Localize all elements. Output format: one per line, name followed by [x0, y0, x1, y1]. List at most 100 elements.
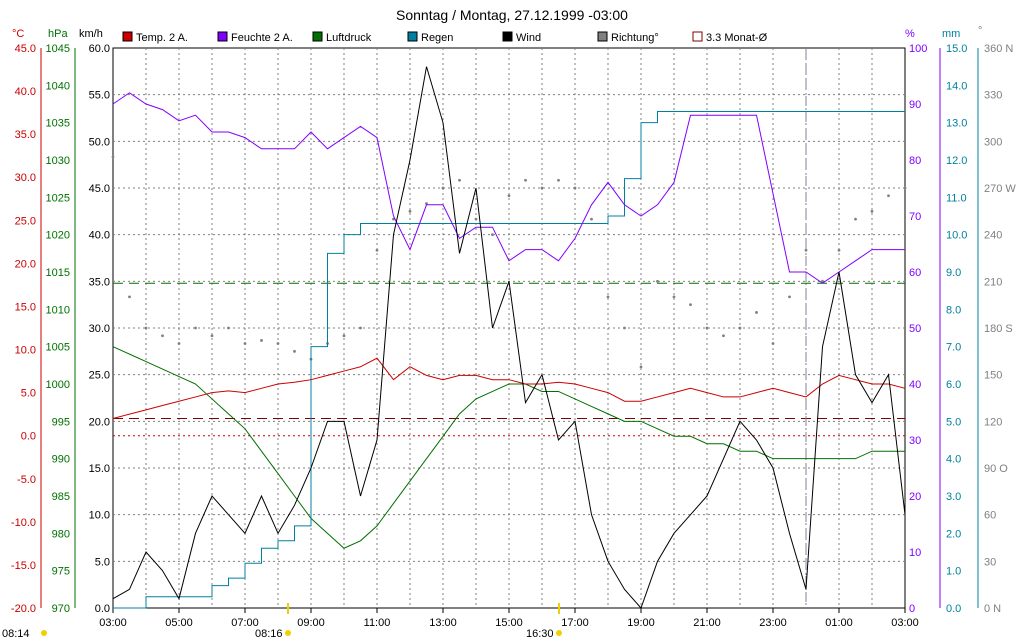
rain-tick-label: 14.0 — [946, 80, 967, 92]
legend-label: Luftdruck — [326, 32, 372, 44]
direction-tick-label: 90 O — [984, 463, 1008, 475]
x-tick-label: 03:00 — [99, 617, 127, 629]
x-tick-label: 13:00 — [429, 617, 457, 629]
direction-point — [276, 342, 280, 345]
rain-tick-label: 8.0 — [946, 304, 961, 316]
direction-point — [870, 209, 874, 213]
legend-label: Richtung° — [611, 32, 659, 44]
rain-tick-label: 10.0 — [946, 230, 967, 242]
rain-tick-label: 4.0 — [946, 454, 961, 466]
pressure-tick-label: 1020 — [46, 230, 70, 242]
direction-point — [705, 326, 709, 330]
legend-swatch — [597, 31, 608, 42]
pressure-tick-label: 1005 — [46, 342, 70, 354]
direction-point — [194, 326, 197, 330]
series-line-wind — [112, 66, 906, 609]
direction-tick-label: 270 W — [984, 183, 1016, 195]
temp-unit-label: °C — [12, 28, 24, 40]
direction-point — [227, 326, 230, 330]
wind-tick-label: 35.0 — [89, 276, 110, 288]
direction-point — [144, 326, 148, 330]
direction-tick-label: 330 — [984, 90, 1002, 102]
pressure-tick-label: 1040 — [46, 80, 70, 92]
direction-unit-label: ° — [978, 25, 982, 37]
direction-point — [623, 326, 626, 330]
direction-point — [689, 303, 692, 307]
direction-point — [557, 178, 560, 182]
direction-point — [425, 202, 428, 205]
pressure-tick-label: 1045 — [46, 43, 70, 55]
x-tick-label: 23:00 — [759, 617, 787, 629]
pressure-tick-label: 980 — [52, 528, 70, 540]
temp-tick-label: -10.0 — [11, 517, 36, 529]
x-axis: 03:00 05:00 07:00 09:00 11:00 13:00 15:00 17:00… — [99, 608, 919, 629]
legend-label: Wind — [516, 32, 541, 44]
direction-point — [441, 186, 445, 190]
direction-point — [656, 279, 659, 283]
legend-swatch — [122, 31, 133, 42]
direction-point — [375, 248, 379, 252]
pressure-tick-label: 995 — [52, 416, 70, 428]
humidity-tick-label: 100 — [909, 43, 927, 55]
bottom-time-label: 08:16 — [255, 628, 283, 640]
left-axes: 45.0 40.0 35.0 30.0 25.0 20.0 15.0 10.0 5.0 0.0 -5… — [11, 43, 110, 615]
legend-swatch — [407, 31, 418, 42]
direction-point — [788, 295, 791, 299]
x-tick-label: 09:00 — [297, 617, 325, 629]
bottom-markers: 08:14 08:16 16:30 — [2, 603, 562, 640]
humidity-tick-label: 60 — [909, 267, 921, 279]
direction-tick-label: 120 — [984, 416, 1002, 428]
humidity-tick-label: 50 — [909, 323, 921, 335]
x-tick-label: 11:00 — [364, 617, 391, 629]
legend-swatch — [692, 31, 703, 42]
direction-point — [672, 295, 676, 299]
wind-tick-label: 50.0 — [89, 136, 110, 148]
x-tick-label: 15:00 — [495, 617, 523, 629]
humidity-tick-label: 70 — [909, 211, 921, 223]
wind-tick-label: 10.0 — [89, 510, 110, 522]
wind-tick-label: 15.0 — [89, 463, 110, 475]
series-lines — [111, 66, 907, 609]
rain-tick-label: 6.0 — [946, 379, 961, 391]
temp-tick-label: 40.0 — [15, 86, 36, 98]
direction-point — [573, 186, 577, 190]
temp-tick-label: 15.0 — [15, 301, 36, 313]
pressure-tick-label: 1010 — [46, 304, 70, 316]
pressure-tick-label: 1015 — [46, 267, 70, 279]
pressure-tick-label: 975 — [52, 566, 70, 578]
humidity-unit-label: % — [905, 28, 915, 40]
humidity-tick-label: 80 — [909, 155, 921, 167]
humidity-tick-label: 30 — [909, 435, 921, 447]
temp-tick-label: 35.0 — [15, 129, 36, 141]
humidity-tick-label: 0 — [909, 603, 915, 615]
pressure-tick-label: 985 — [52, 491, 70, 503]
direction-point — [342, 334, 346, 338]
legend-swatch — [217, 31, 228, 42]
legend-swatch — [502, 31, 513, 42]
pressure-tick-label: 1025 — [46, 192, 70, 204]
wind-tick-label: 20.0 — [89, 416, 110, 428]
humidity-tick-label: 40 — [909, 379, 921, 391]
direction-point — [606, 295, 610, 299]
pressure-tick-label: 1035 — [46, 118, 70, 130]
chart-title: Sonntag / Montag, 27.12.1999 -03:00 — [396, 7, 628, 23]
x-tick-label: 07:00 — [231, 617, 259, 629]
wind-tick-label: 25.0 — [89, 370, 110, 382]
direction-point — [854, 217, 857, 221]
pressure-tick-label: 1000 — [46, 379, 70, 391]
pressure-tick-label: 1030 — [46, 155, 70, 167]
direction-point — [408, 209, 412, 213]
temp-tick-label: -5.0 — [17, 474, 36, 486]
direction-point — [507, 194, 511, 198]
x-tick-label: 21:00 — [693, 617, 721, 629]
right-axes: 100908070605040302010015.014.013.012.011… — [909, 43, 1016, 615]
wind-tick-label: 55.0 — [89, 90, 110, 102]
direction-point — [903, 186, 907, 190]
direction-tick-label: 300 — [984, 136, 1002, 148]
reference-lines — [113, 48, 905, 608]
direction-point — [771, 342, 775, 345]
rain-tick-label: 7.0 — [946, 342, 961, 354]
temp-tick-label: 30.0 — [15, 172, 36, 184]
direction-tick-label: 210 — [984, 276, 1002, 288]
direction-point — [177, 342, 181, 345]
